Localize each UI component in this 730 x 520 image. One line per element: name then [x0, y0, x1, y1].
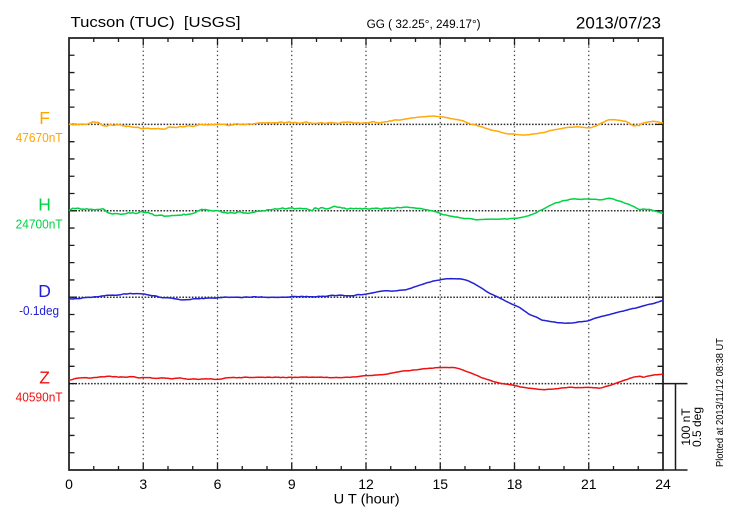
svg-text:U T (hour): U T (hour) [334, 491, 400, 507]
svg-text:18: 18 [507, 476, 523, 492]
svg-text:47670nT: 47670nT [16, 131, 63, 145]
svg-text:15: 15 [432, 476, 448, 492]
svg-text:D: D [38, 281, 51, 301]
svg-text:24700nT: 24700nT [16, 218, 63, 232]
svg-text:3: 3 [139, 476, 147, 492]
svg-text:21: 21 [581, 476, 597, 492]
svg-text:40590nT: 40590nT [16, 390, 63, 404]
svg-text:Tucson (TUC) [USGS]: Tucson (TUC) [USGS] [71, 14, 241, 31]
svg-text:2013/07/23: 2013/07/23 [576, 14, 661, 33]
svg-text:6: 6 [214, 476, 222, 492]
svg-text:-0.1deg: -0.1deg [19, 304, 59, 318]
svg-text:F: F [39, 108, 50, 128]
svg-text:12: 12 [358, 476, 374, 492]
svg-text:0: 0 [65, 476, 73, 492]
svg-text:24: 24 [655, 476, 671, 492]
svg-text:100 nT: 100 nT [679, 408, 693, 446]
svg-text:H: H [38, 195, 51, 215]
svg-text:GG ( 32.25°, 249.17°): GG ( 32.25°, 249.17°) [367, 19, 481, 31]
svg-text:0.5 deg: 0.5 deg [690, 407, 704, 447]
svg-text:Z: Z [39, 367, 50, 387]
svg-text:Plotted at 2013/11/12 08:38 UT: Plotted at 2013/11/12 08:38 UT [715, 338, 726, 467]
svg-text:9: 9 [288, 476, 296, 492]
